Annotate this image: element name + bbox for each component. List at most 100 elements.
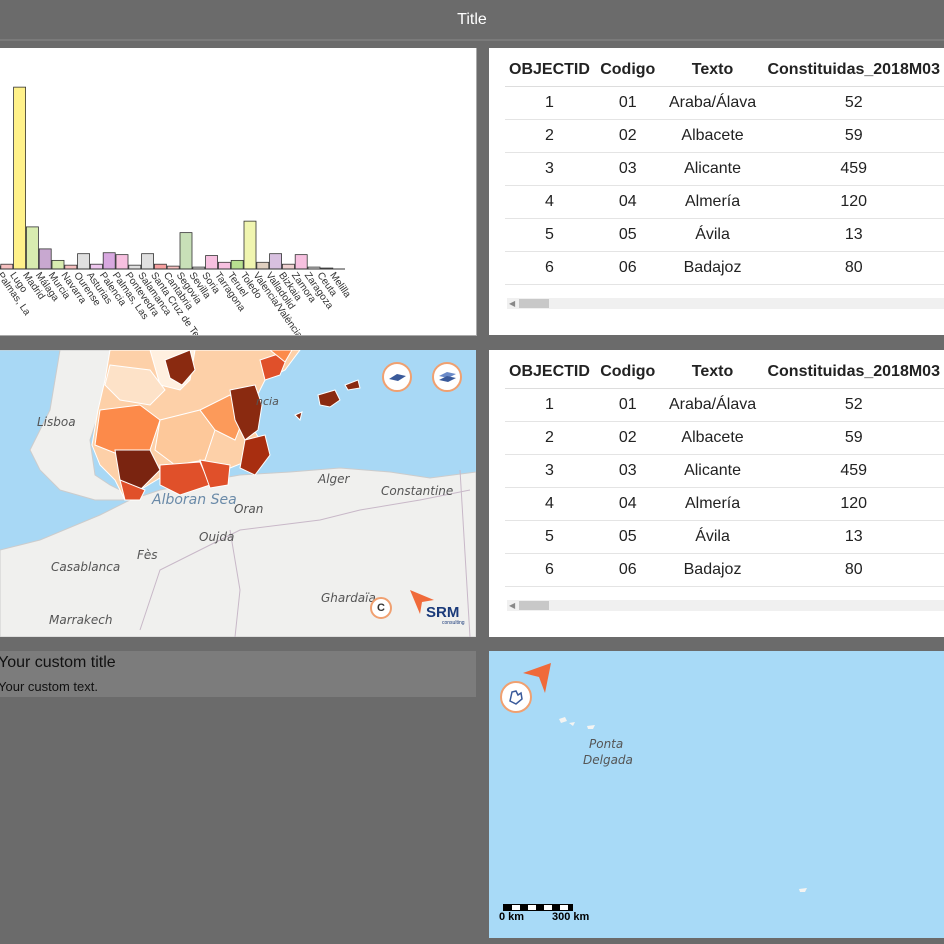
table-cell: 04 (593, 185, 662, 219)
bar[interactable] (179, 232, 193, 270)
table-row[interactable]: 3 03 Alicante 459 (505, 152, 944, 186)
table-cell: 13 (763, 520, 944, 554)
map-spain[interactable] (0, 350, 476, 637)
table-cell: 120 (763, 487, 944, 521)
bar[interactable] (128, 264, 142, 270)
horizontal-scrollbar[interactable]: ◀ (507, 600, 944, 611)
copyright-button[interactable]: C (370, 597, 392, 619)
bar[interactable] (269, 253, 283, 270)
scroll-left-icon[interactable]: ◀ (509, 601, 516, 610)
table-cell: 05 (593, 520, 662, 554)
column-header[interactable]: Codigo (593, 356, 662, 389)
column-header[interactable]: Constituidas_2018M03 (763, 356, 944, 389)
table-row[interactable]: 2 02 Albacete 59 (505, 119, 944, 153)
north-arrow-icon (523, 663, 551, 693)
table-panel-2: OBJECTID Codigo Texto Constituidas_2018M… (489, 350, 944, 637)
table-row[interactable]: 2 02 Albacete 59 (505, 421, 944, 455)
table-cell: 59 (763, 421, 944, 455)
bar[interactable] (0, 263, 14, 270)
table-cell: Alicante (661, 454, 764, 488)
bar[interactable] (51, 259, 65, 270)
basemap-layer-button[interactable] (382, 362, 412, 392)
map-label: Alger (318, 472, 350, 486)
horizontal-scrollbar[interactable]: ◀ (507, 298, 944, 309)
table-row[interactable]: 6 06 Badajoz 80 (505, 251, 944, 285)
bar[interactable] (13, 86, 27, 270)
table-cell: Araba/Álava (661, 388, 764, 422)
scale-bar (503, 904, 573, 911)
column-header[interactable]: Texto (661, 54, 764, 87)
table-cell: 06 (593, 251, 662, 285)
table-cell: Almería (661, 185, 764, 219)
column-header[interactable]: OBJECTID (505, 54, 594, 87)
table-cell: Almería (661, 487, 764, 521)
table-cell: 2 (505, 119, 594, 153)
geolocate-button[interactable] (500, 681, 532, 713)
hand-icon (509, 690, 523, 705)
column-header[interactable]: Texto (661, 356, 764, 389)
table-cell: 1 (505, 86, 594, 120)
layers-toggle-button[interactable] (432, 362, 462, 392)
scrollbar-thumb[interactable] (519, 299, 549, 308)
custom-text-panel: Your custom title Your custom text. (0, 651, 476, 697)
table-cell: 59 (763, 119, 944, 153)
map-label: Lisboa (37, 415, 76, 429)
map-panel-azores[interactable]: Ponta Delgada 0 km 300 km (489, 651, 944, 938)
map-label: Delgada (583, 753, 633, 767)
table-row[interactable]: 1 01 Araba/Álava 52 (505, 388, 944, 422)
page-header: Title (0, 0, 944, 41)
bar[interactable] (205, 255, 219, 270)
scroll-left-icon[interactable]: ◀ (509, 299, 516, 308)
map-panel-spain[interactable]: Lisboa Alboran Sea Oran Alger Constantin… (0, 350, 476, 637)
logo-text: SRM (426, 604, 460, 621)
page-title: Title (457, 11, 487, 28)
bar[interactable] (230, 259, 244, 270)
scrollbar-thumb[interactable] (519, 601, 549, 610)
column-header[interactable]: Constituidas_2018M03 (763, 54, 944, 87)
table-cell: 80 (763, 251, 944, 285)
logo-subtext: consulting (442, 620, 465, 626)
table-row[interactable]: 5 05 Ávila 13 (505, 520, 944, 554)
column-header[interactable]: OBJECTID (505, 356, 594, 389)
map-label: Ponta (589, 737, 624, 751)
bar[interactable] (153, 263, 167, 270)
map-label: Constantine (381, 484, 454, 498)
bar[interactable] (64, 264, 78, 270)
map-label: Ghardaïa (321, 591, 376, 605)
column-header[interactable]: Codigo (593, 54, 662, 87)
bar[interactable] (141, 253, 155, 270)
table-row[interactable]: 3 03 Alicante 459 (505, 454, 944, 488)
bar[interactable] (25, 226, 39, 270)
table-cell: 03 (593, 152, 662, 186)
table-cell: 04 (593, 487, 662, 521)
table-row[interactable]: 1 01 Araba/Álava 52 (505, 86, 944, 120)
scale-label-start: 0 km (499, 911, 525, 923)
table-row[interactable]: 6 06 Badajoz 80 (505, 553, 944, 587)
table-row[interactable]: 4 04 Almería 120 (505, 185, 944, 219)
table-cell: 5 (505, 520, 594, 554)
table-cell: 13 (763, 218, 944, 252)
map-azores[interactable] (489, 651, 944, 938)
bar[interactable] (90, 263, 103, 270)
layer-icon (389, 374, 406, 381)
table-cell: 06 (593, 553, 662, 587)
table-cell: 459 (763, 152, 944, 186)
table-cell: 02 (593, 119, 662, 153)
bar[interactable] (77, 253, 90, 270)
bar[interactable] (281, 263, 295, 270)
table-row[interactable]: 5 05 Ávila 13 (505, 218, 944, 252)
bar[interactable] (217, 261, 231, 270)
bar[interactable] (38, 248, 52, 270)
bar[interactable] (243, 220, 257, 270)
table-cell: 80 (763, 553, 944, 587)
bar[interactable] (115, 254, 129, 270)
bar[interactable] (294, 254, 308, 270)
table-cell: 3 (505, 152, 594, 186)
table-cell: 3 (505, 454, 594, 488)
map-label: Oujda (199, 530, 235, 544)
bar[interactable] (102, 252, 116, 270)
table-row[interactable]: 4 04 Almería 120 (505, 487, 944, 521)
bar[interactable] (256, 261, 270, 270)
table-cell: 1 (505, 388, 594, 422)
table-cell: 05 (593, 218, 662, 252)
